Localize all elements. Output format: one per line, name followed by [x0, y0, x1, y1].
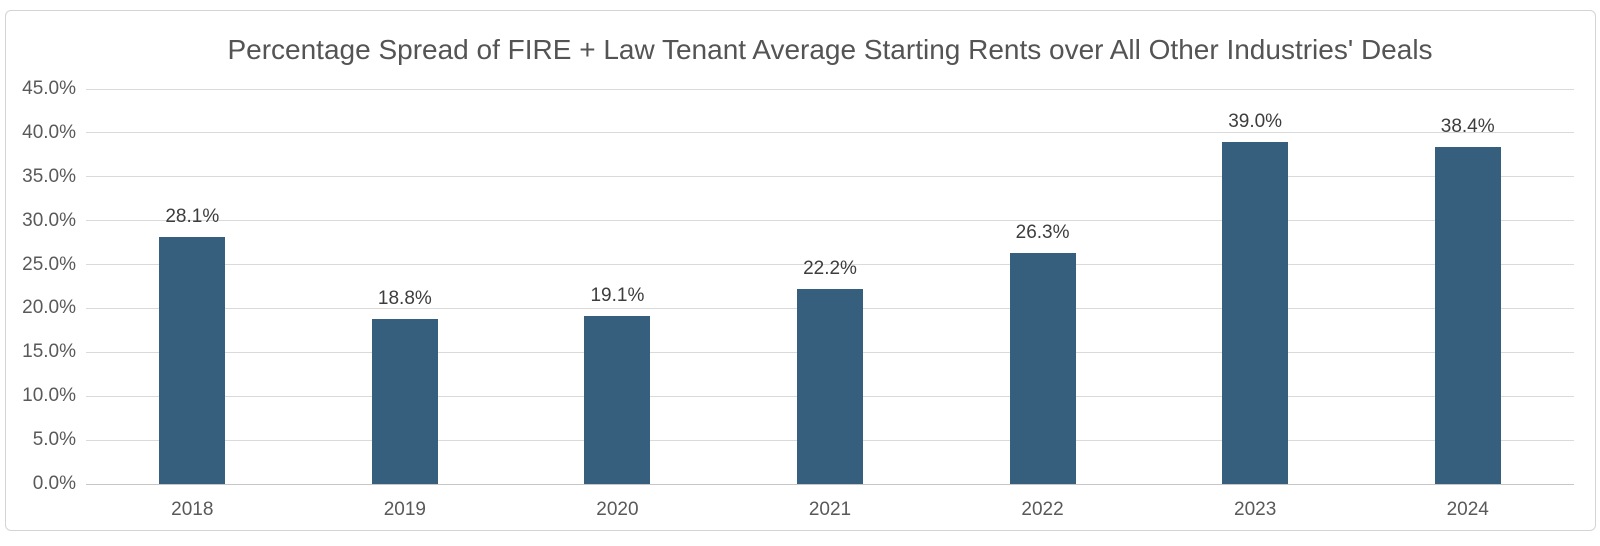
gridline: [86, 264, 1574, 266]
bar-data-label: 38.4%: [1440, 115, 1495, 137]
bar-data-label: 22.2%: [803, 258, 857, 280]
chart-card: Percentage Spread of FIRE + Law Tenant A…: [5, 10, 1596, 531]
x-tick-label: 2024: [1446, 499, 1489, 520]
bar: [1222, 141, 1289, 484]
gridline: [86, 483, 1574, 485]
x-tick-label: 2023: [1234, 499, 1277, 520]
bar-data-label: 39.0%: [1228, 110, 1283, 132]
chart-title: Percentage Spread of FIRE + Law Tenant A…: [227, 34, 1433, 65]
x-tick-label: 2019: [383, 499, 426, 520]
bar-data-label: 18.8%: [377, 287, 432, 309]
bar: [371, 318, 438, 484]
y-tick-label: 10.0%: [22, 385, 76, 407]
gridline: [86, 220, 1574, 222]
bar: [1434, 146, 1501, 484]
bar: [797, 289, 863, 484]
x-tick-label: 2021: [808, 499, 852, 520]
bar: [584, 316, 651, 484]
x-tick-label: 2018: [171, 499, 214, 520]
y-tick-label: 20.0%: [22, 297, 76, 319]
plot-area: 28.1% 18.8% 19.1% 22.2% 26.3% 39.0% 38.4%: [86, 88, 1574, 485]
y-tick-label: 5.0%: [32, 429, 76, 451]
bar-data-label: 28.1%: [165, 206, 220, 228]
gridline: [86, 88, 1574, 90]
bar-data-label: 26.3%: [1015, 222, 1070, 244]
x-tick-label: 2022: [1021, 499, 1064, 520]
y-tick-label: 30.0%: [22, 209, 76, 231]
y-tick-label: 15.0%: [22, 341, 76, 363]
y-tick-label: 35.0%: [22, 165, 76, 187]
x-tick-label: 2020: [596, 499, 639, 520]
gridline: [86, 176, 1574, 178]
bar-data-label: 19.1%: [590, 285, 645, 307]
bar: [1009, 253, 1076, 484]
bar: [159, 237, 226, 484]
y-tick-label: 40.0%: [22, 121, 76, 143]
y-tick-label: 45.0%: [22, 78, 76, 99]
y-tick-label: 0.0%: [32, 473, 76, 494]
y-tick-label: 25.0%: [22, 253, 76, 275]
gridline: [86, 132, 1574, 134]
